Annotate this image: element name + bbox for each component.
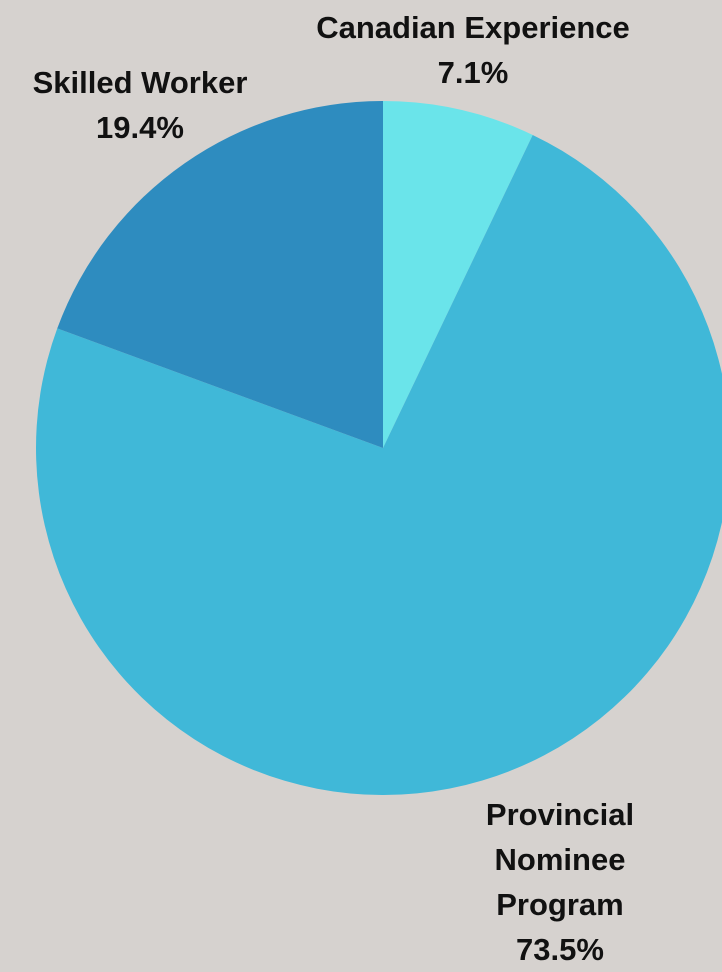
category-name: Provincial Nominee Program (485, 797, 635, 922)
slice-label: Canadian Experience 7.1% (263, 5, 683, 95)
pie-slice (36, 134, 722, 795)
pie-slice (57, 100, 384, 448)
category-name: Skilled Worker (32, 65, 248, 100)
category-name: Canadian Experience (316, 10, 630, 45)
value-label: 19.4% (96, 110, 184, 145)
slice-label: Provincial Nominee Program 73.5% (460, 792, 660, 972)
value-label: 7.1% (437, 55, 509, 90)
value-label: 73.5% (516, 932, 604, 967)
pie-slice (383, 101, 533, 448)
slice-label: Skilled Worker 19.4% (0, 60, 280, 150)
